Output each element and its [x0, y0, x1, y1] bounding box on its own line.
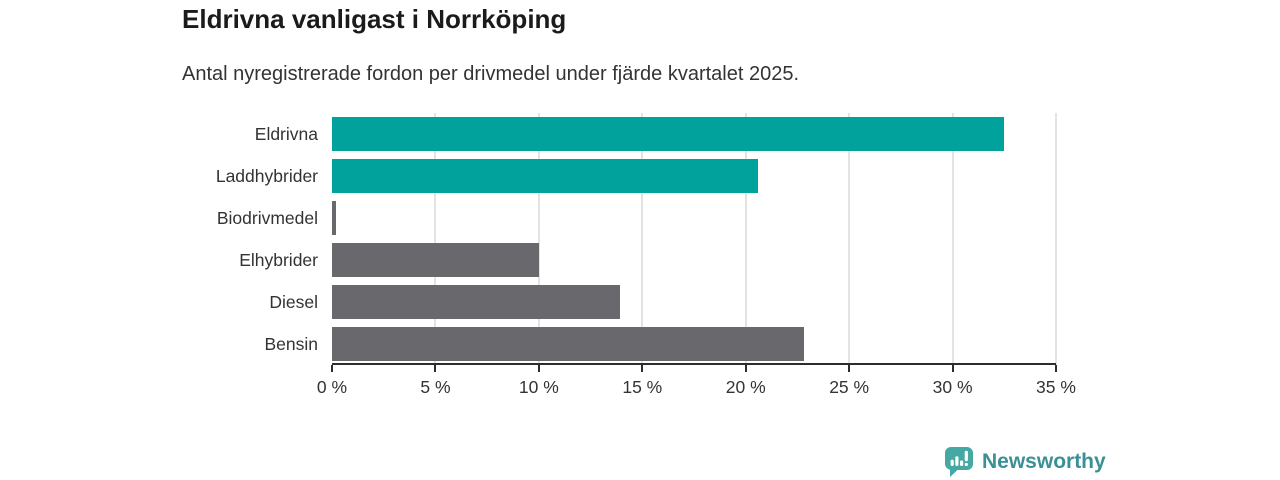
gridline-35: [1055, 113, 1057, 365]
category-label-biodrivmedel: Biodrivmedel: [216, 207, 318, 228]
bar-laddhybrider: [332, 159, 759, 193]
gridline-15: [641, 113, 644, 365]
gridline-25: [848, 113, 851, 365]
axis-tick-0: [331, 365, 333, 372]
axis-tick-label-20: 20 %: [725, 377, 766, 397]
category-label-elhybrider: Elhybrider: [239, 249, 318, 270]
x-axis-line: [332, 363, 1056, 365]
newsworthy-brand-text: Newsworthy: [982, 450, 1106, 473]
axis-tick-30: [951, 365, 954, 372]
gridline-20: [744, 113, 747, 365]
axis-tick-20: [744, 365, 747, 372]
bar-biodrivmedel: [332, 201, 337, 235]
category-label-laddhybrider: Laddhybrider: [215, 165, 318, 186]
axis-tick-25: [848, 365, 851, 372]
category-label-eldrivna: Eldrivna: [254, 123, 318, 144]
bar-eldrivna: [332, 117, 1005, 151]
bar-bensin: [332, 327, 804, 361]
newsworthy-bar-chart-bubble-icon: [944, 446, 974, 478]
axis-tick-35: [1055, 365, 1057, 372]
axis-tick-5: [434, 365, 437, 372]
bar-chart-plot: 0 % 5 % 10 % 15 % 20 % 25 % 30 % 35 % Eldrivna La…: [216, 113, 1076, 397]
category-label-bensin: Bensin: [264, 333, 318, 354]
bar-elhybrider: [332, 243, 539, 277]
axis-tick-label-35: 35 %: [1036, 377, 1076, 397]
axis-tick-label-10: 10 %: [518, 377, 559, 397]
axis-tick-label-5: 5 %: [420, 377, 451, 397]
axis-tick-10: [537, 365, 540, 372]
gridline-5: [434, 113, 437, 365]
axis-tick-label-25: 25 %: [829, 377, 870, 397]
axis-tick-label-0: 0 %: [316, 377, 348, 397]
newsworthy-logo: Newsworthy: [944, 446, 1106, 478]
gridline-30: [951, 113, 954, 365]
bar-diesel: [332, 285, 620, 319]
axis-tick-label-15: 15 %: [622, 377, 663, 397]
gridline-10: [537, 113, 540, 365]
chart-subtitle: Antal nyregistrerade fordon per drivmede…: [182, 63, 800, 85]
category-label-diesel: Diesel: [269, 291, 318, 312]
axis-tick-label-30: 30 %: [932, 377, 973, 397]
chart-title: Eldrivna vanligast i Norrköping: [182, 4, 567, 34]
axis-tick-15: [641, 365, 644, 372]
